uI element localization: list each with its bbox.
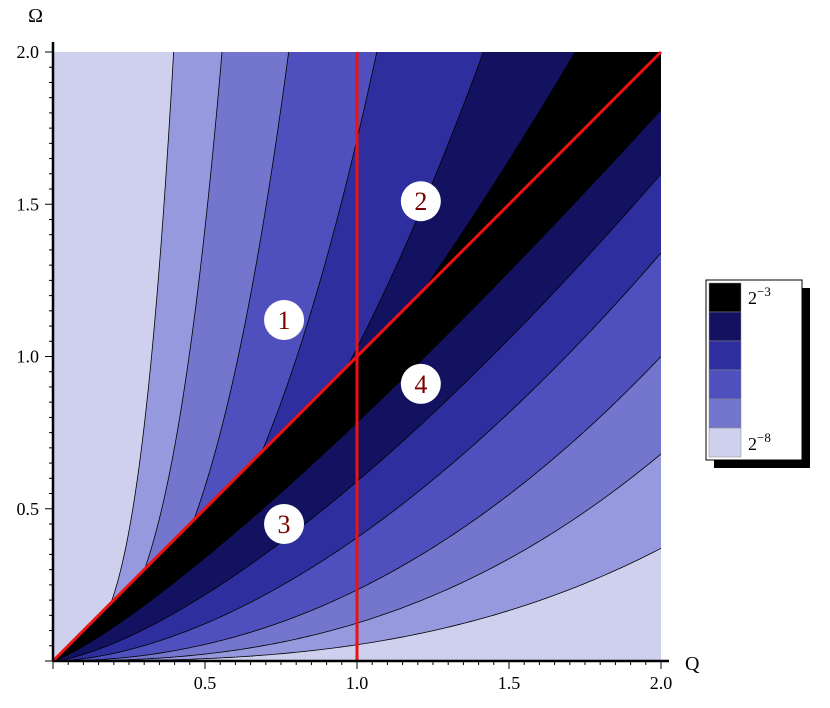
contour-bands [53, 52, 661, 661]
region-label-4: 4 [414, 370, 427, 399]
region-label-2: 2 [414, 187, 427, 216]
region-circle-2 [400, 181, 441, 222]
legend-swatch-2 [708, 311, 742, 342]
region-label-1: 1 [278, 306, 291, 335]
region-label-3: 3 [278, 510, 291, 539]
y-tick-label: 1.5 [17, 194, 40, 214]
contour-line-above-1 [53, 52, 175, 661]
region-marker-1: 1 [264, 299, 305, 340]
legend: 2−32−8 [705, 279, 810, 468]
y-tick-label: 0.5 [17, 499, 40, 519]
region-marker-2: 2 [400, 181, 441, 222]
x-tick-label: 1.0 [346, 673, 369, 693]
x-axis-label: Q [685, 653, 700, 675]
y-tick-label: 2.0 [17, 42, 40, 62]
legend-bottom-exponent: −8 [757, 430, 771, 445]
plot-area: 1 2 3 4 [51, 50, 663, 663]
region-circle-3 [264, 503, 305, 544]
y-tick-label: 1.0 [17, 347, 40, 367]
legend-swatch-5 [708, 398, 742, 429]
legend-swatch-4 [708, 369, 742, 400]
legend-swatch-6 [708, 427, 742, 458]
x-tick-label: 0.5 [194, 673, 217, 693]
x-tick-label: 1.5 [498, 673, 521, 693]
region-circle-4 [400, 363, 441, 404]
legend-swatch-3 [708, 340, 742, 371]
region-marker-3: 3 [264, 503, 305, 544]
axes: 0.5 1.0 1.5 2.0 0.5 1.0 1.5 2.0 Q Ω [17, 5, 701, 693]
contour-line-above-2 [53, 52, 223, 661]
region-circle-1 [264, 299, 305, 340]
legend-swatch-1 [708, 282, 742, 313]
x-tick-label: 2.0 [650, 673, 673, 693]
legend-top-exponent: −3 [757, 284, 771, 299]
y-axis-label: Ω [28, 5, 43, 27]
region-marker-4: 4 [400, 363, 441, 404]
